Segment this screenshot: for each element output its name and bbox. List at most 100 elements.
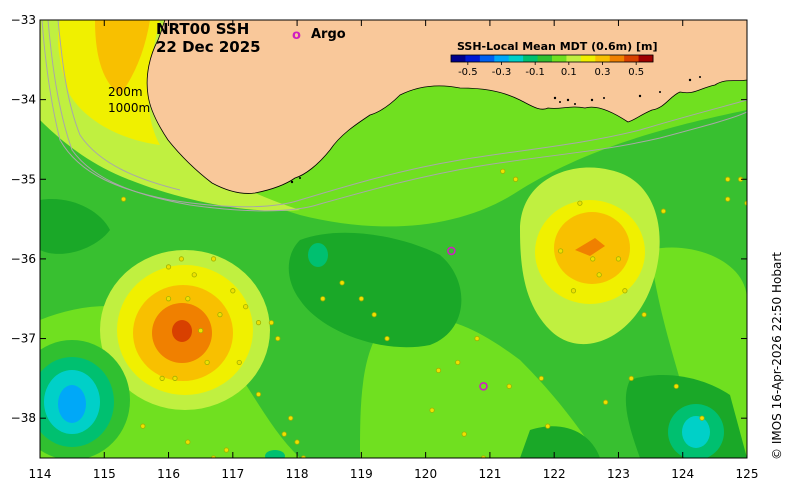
obs-marker (236, 359, 242, 366)
obs-marker (725, 196, 731, 202)
obs-marker (165, 264, 172, 270)
coastal-islands (290, 76, 701, 184)
colorbar-tick-label: -0.5 (458, 67, 478, 78)
x-tick-label: 123 (607, 467, 630, 481)
obs-marker (281, 431, 287, 437)
obs-marker (622, 288, 628, 294)
x-tick-label: 122 (543, 467, 566, 481)
colorbar-swatch (508, 55, 524, 62)
x-tick-label: 120 (414, 467, 437, 481)
argo-float-marker[interactable] (447, 246, 456, 256)
observation-layer (120, 168, 747, 458)
teal-speck-1 (308, 243, 328, 267)
obs-marker (120, 196, 127, 202)
obs-marker (641, 312, 647, 318)
colorbar-tick-label: 0.5 (628, 67, 644, 78)
central-dark-patch (288, 232, 462, 348)
obs-marker (384, 335, 390, 342)
obs-marker (429, 407, 435, 413)
obs-marker (506, 383, 512, 389)
teal-speck-2 (265, 450, 285, 458)
colorbar-swatch (566, 55, 582, 62)
plot-frame (39, 19, 748, 459)
obs-marker (339, 280, 345, 286)
colorbar-frame (450, 54, 654, 63)
obs-marker (204, 359, 210, 366)
argo-legend-label: Argo (311, 27, 346, 42)
colorbar-tick-label: 0.3 (595, 67, 611, 78)
obs-marker (275, 335, 281, 342)
credit-text: © IMOS 16-Apr-2026 22:50 Hobart (770, 252, 784, 460)
obs-marker (159, 375, 165, 381)
obs-marker (596, 272, 602, 278)
colorbar-tick-label: 0.1 (561, 67, 577, 78)
argo-legend-marker: o (292, 28, 301, 43)
argo-float-layer (447, 246, 488, 391)
obs-marker (230, 288, 236, 294)
colorbar-swatch (451, 55, 466, 62)
y-tick-label: −35 (11, 172, 36, 186)
colorbar-swatch (595, 55, 611, 62)
x-tick-label: 116 (157, 467, 180, 481)
obs-marker (455, 359, 461, 366)
colorbar-swatch (552, 55, 567, 62)
colorbar-swatch (479, 55, 495, 62)
y-tick-label: −36 (11, 252, 36, 266)
isobath-label-200m: 200m (108, 85, 143, 99)
obs-marker (255, 320, 262, 326)
colorbar: SSH-Local Mean MDT (0.6m) [m] -0.5 -0.3 -0… (450, 40, 657, 78)
west-eddy-core (172, 320, 192, 342)
obs-marker (545, 423, 551, 429)
obs-marker (255, 391, 262, 397)
west-dark-patch (40, 199, 110, 254)
argo-float-marker[interactable] (479, 382, 488, 391)
s-dark-patch (520, 426, 600, 458)
x-tick-label: 114 (29, 467, 52, 481)
obs-marker (217, 312, 223, 318)
y-tick-label: −37 (11, 332, 36, 346)
x-axis: 114 115 116 117 118 119 120 121 122 123 124 125 (29, 20, 759, 481)
obs-marker (435, 367, 442, 373)
obs-marker (268, 320, 274, 326)
land-mass (146, 20, 747, 194)
obs-marker (590, 256, 596, 262)
obs-marker (288, 415, 294, 421)
colorbar-swatch (523, 55, 539, 62)
colorbar-ticks: -0.5 -0.3 -0.1 0.1 0.3 0.5 (458, 62, 644, 78)
obs-marker (538, 375, 544, 381)
colorbar-swatch (465, 55, 481, 62)
obs-marker (673, 383, 679, 389)
east-eddy-core (575, 238, 605, 256)
obs-marker (185, 296, 191, 302)
y-axis: −33 −34 −35 −36 −37 −38 (11, 13, 747, 425)
isobath-shelf-inner (57, 20, 181, 191)
obs-marker (461, 431, 467, 437)
obs-marker (191, 272, 197, 278)
x-tick-label: 117 (221, 467, 244, 481)
x-tick-label: 125 (736, 467, 759, 481)
obs-marker (558, 248, 564, 254)
obs-marker (500, 168, 506, 174)
obs-marker (178, 256, 184, 262)
y-tick-label: −34 (11, 93, 36, 107)
colorbar-title: SSH-Local Mean MDT (0.6m) [m] (457, 40, 657, 53)
obs-marker (474, 335, 480, 342)
coastal-current-core (95, 20, 150, 95)
isobath-200m (41, 20, 747, 208)
obs-marker (570, 288, 577, 294)
y-tick-label: −38 (11, 411, 36, 425)
isobath-contours (41, 20, 747, 212)
y-tick-label: −33 (11, 13, 36, 27)
map-title-line1: NRT00 SSH (156, 20, 249, 38)
x-tick-label: 118 (286, 467, 309, 481)
obs-marker (172, 375, 178, 381)
obs-marker (243, 304, 249, 310)
obs-marker (140, 423, 146, 429)
obs-marker (210, 256, 217, 262)
x-tick-label: 121 (478, 467, 501, 481)
ssh-field (40, 20, 747, 458)
map-title-line2: 22 Dec 2025 (156, 38, 261, 56)
colorbar-swatch (494, 55, 510, 62)
colorbar-tick-label: -0.1 (525, 67, 545, 78)
